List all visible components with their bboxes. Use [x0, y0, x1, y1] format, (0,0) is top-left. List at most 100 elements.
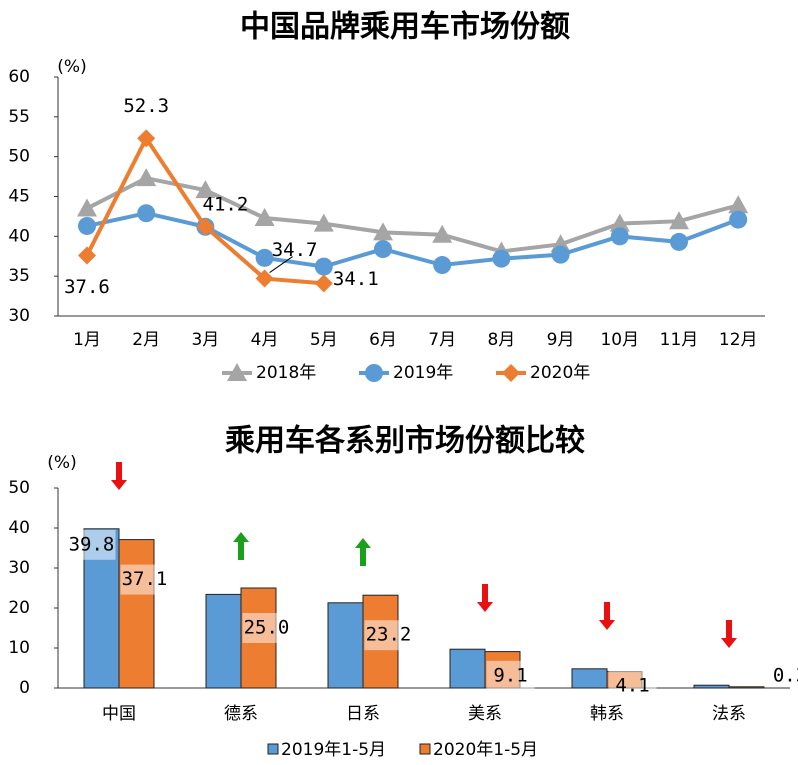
marker: [492, 249, 511, 268]
bar: [571, 668, 608, 689]
marker: [365, 364, 383, 382]
marker: [314, 274, 333, 293]
x-tick-label: 7月: [428, 330, 456, 350]
marker: [137, 129, 156, 148]
change-arrow: [233, 532, 249, 560]
y-tick-label: 60: [8, 67, 30, 87]
label-bg: [120, 564, 169, 595]
line: [86, 176, 739, 254]
y-tick-label: 40: [8, 226, 30, 246]
x-tick-label: 法系: [712, 704, 746, 724]
chart-title: 中国品牌乘用车市场份额: [240, 10, 570, 45]
y-tick-label: 50: [8, 478, 30, 498]
x-tick-label: 1月: [73, 330, 101, 350]
bar: [449, 648, 486, 689]
x-tick-label: 6月: [369, 330, 397, 350]
y-tick-label: 20: [8, 598, 30, 618]
marker: [227, 363, 247, 381]
x-tick-label: 4月: [251, 330, 279, 350]
marker: [669, 211, 689, 230]
marker: [313, 213, 334, 232]
marker: [254, 208, 275, 227]
legend-label: 2020年: [530, 363, 590, 383]
marker: [255, 269, 274, 288]
bar: [327, 602, 364, 689]
chart-title: 乘用车各系别市场份额比较: [225, 424, 585, 459]
data-label: 34.7: [272, 239, 318, 261]
label-bg: [242, 613, 291, 643]
marker: [609, 213, 630, 232]
y-tick-label: 40: [8, 518, 30, 538]
x-tick-label: 日系: [346, 704, 380, 724]
data-label: 4.1: [615, 674, 649, 696]
change-arrow: [721, 620, 737, 648]
x-tick-label: 10月: [600, 330, 639, 350]
x-tick-label: 3月: [191, 330, 219, 350]
x-tick-label: 8月: [487, 330, 515, 350]
change-arrow: [355, 538, 371, 566]
marker: [728, 195, 749, 214]
x-tick-label: 德系: [224, 704, 258, 724]
x-tick-label: 9月: [547, 330, 575, 350]
bar: [728, 686, 765, 689]
marker: [670, 232, 688, 251]
change-arrow: [477, 584, 493, 612]
leader-line: [269, 256, 293, 273]
x-tick-label: 2月: [132, 330, 160, 350]
marker: [551, 245, 570, 264]
data-label: 37.1: [122, 568, 168, 590]
marker: [255, 248, 274, 267]
data-label: 9.1: [493, 664, 527, 686]
marker: [136, 168, 157, 187]
marker: [78, 246, 96, 265]
marker: [137, 204, 156, 223]
y-axis-label: (%): [47, 453, 76, 473]
y-tick-label: 0: [19, 678, 30, 698]
marker: [374, 240, 392, 259]
data-label: 25.0: [244, 617, 290, 639]
label-bg: [67, 529, 116, 560]
marker: [78, 216, 96, 235]
x-tick-label: 美系: [468, 704, 502, 724]
x-tick-label: 11月: [660, 330, 699, 350]
data-label: 52.3: [123, 95, 169, 117]
data-label: 41.2: [203, 193, 249, 215]
legend-label: 2019年: [393, 363, 453, 383]
marker: [610, 227, 629, 246]
data-label: 37.6: [64, 276, 110, 298]
label-bg: [364, 620, 413, 651]
x-tick-label: 韩系: [590, 704, 624, 724]
legend-label: 2020年1-5月: [433, 740, 538, 760]
marker: [729, 210, 748, 229]
marker: [373, 222, 393, 241]
data-label: 34.1: [333, 268, 379, 290]
marker: [195, 180, 216, 199]
bar: [693, 684, 730, 689]
marker: [502, 364, 520, 382]
legend-swatch: [419, 743, 431, 755]
y-tick-label: 45: [8, 187, 30, 207]
legend-label: 2018年: [256, 363, 316, 383]
data-label: 23.2: [366, 624, 412, 646]
y-tick-label: 30: [8, 558, 30, 578]
x-tick-label: 5月: [310, 330, 338, 350]
marker: [196, 217, 215, 236]
data-label: 0.3: [773, 665, 798, 687]
y-tick-label: 30: [8, 306, 30, 326]
marker: [77, 198, 97, 217]
change-arrow: [599, 602, 615, 630]
x-tick-label: 12月: [719, 330, 758, 350]
y-axis-label: (%): [57, 57, 86, 77]
y-tick-label: 50: [8, 147, 30, 167]
change-arrow: [111, 462, 127, 490]
y-tick-label: 55: [8, 107, 30, 127]
y-tick-label: 10: [8, 638, 30, 658]
bar: [118, 539, 155, 689]
label-bg: [486, 660, 535, 691]
y-tick-label: 35: [8, 266, 30, 286]
data-label: 39.8: [69, 533, 115, 555]
marker: [314, 257, 333, 276]
legend-label: 2019年1-5月: [281, 740, 386, 760]
bar: [205, 593, 242, 689]
